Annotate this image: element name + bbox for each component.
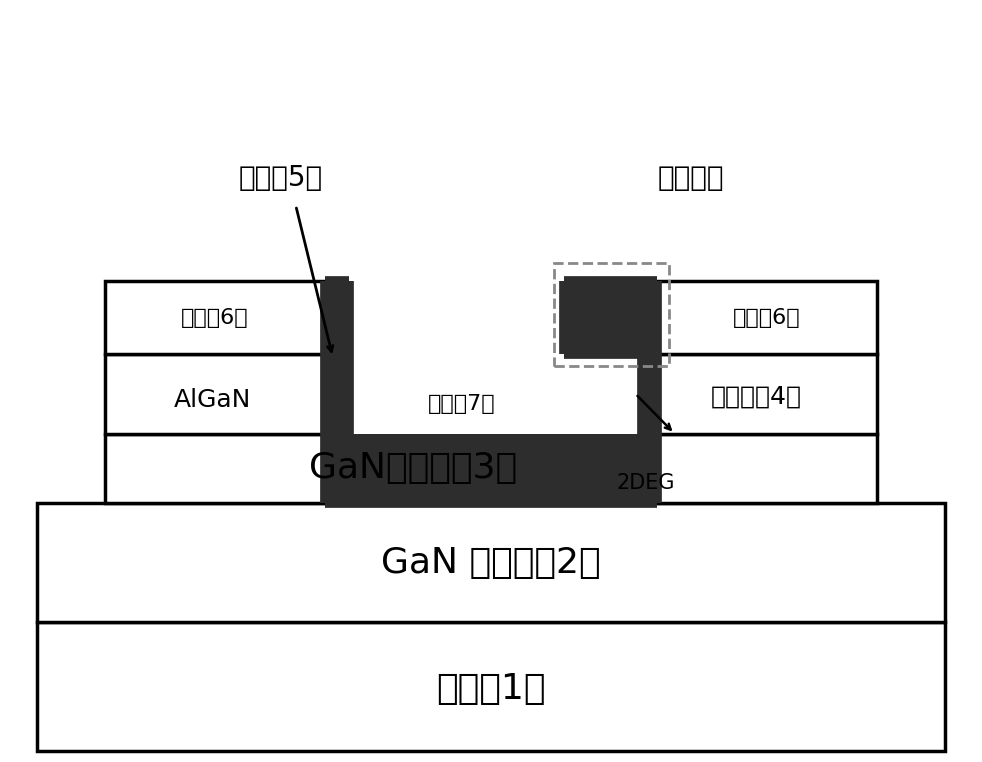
Bar bbox=[37, 623, 945, 751]
Text: GaN沟道层（3）: GaN沟道层（3） bbox=[308, 451, 517, 485]
Bar bbox=[642, 354, 657, 503]
Text: 凹槽（5）: 凹槽（5） bbox=[239, 165, 323, 193]
Text: 阳极（7）: 阳极（7） bbox=[428, 394, 496, 414]
Text: 阴极（6）: 阴极（6） bbox=[733, 309, 800, 328]
Bar bbox=[565, 354, 642, 434]
Bar bbox=[642, 280, 657, 354]
Bar bbox=[105, 280, 325, 354]
Text: 2DEG: 2DEG bbox=[616, 473, 675, 493]
Bar bbox=[105, 434, 877, 503]
Text: 势垒层（4）: 势垒层（4） bbox=[711, 385, 802, 409]
Text: AlGaN: AlGaN bbox=[174, 388, 251, 412]
Bar bbox=[555, 263, 669, 366]
Bar bbox=[37, 503, 945, 623]
Bar bbox=[642, 354, 877, 434]
Bar bbox=[565, 280, 642, 354]
Text: 浮空部分: 浮空部分 bbox=[658, 165, 725, 193]
Text: 衬底（1）: 衬底（1） bbox=[436, 672, 546, 706]
Bar bbox=[350, 280, 565, 434]
Bar bbox=[350, 434, 642, 503]
Bar bbox=[325, 280, 350, 503]
Bar bbox=[657, 280, 877, 354]
Bar bbox=[105, 354, 340, 434]
Text: 阴极（6）: 阴极（6） bbox=[181, 309, 248, 328]
Text: GaN 缓冲层（2）: GaN 缓冲层（2） bbox=[381, 546, 601, 580]
